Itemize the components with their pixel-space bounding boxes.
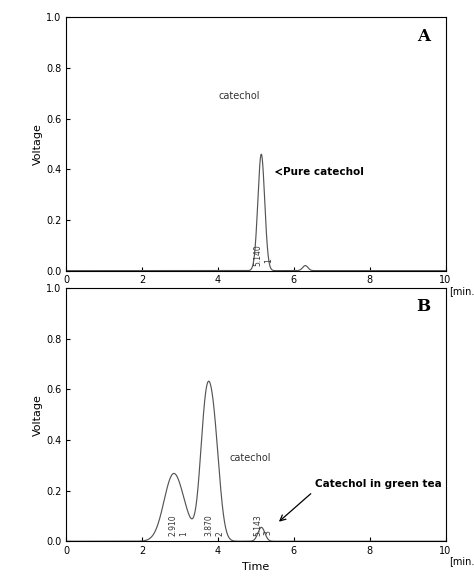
X-axis label: Time: Time bbox=[242, 562, 270, 572]
Text: 5.143: 5.143 bbox=[253, 514, 262, 536]
X-axis label: Time: Time bbox=[242, 291, 270, 301]
Text: 1: 1 bbox=[179, 531, 188, 536]
Text: B: B bbox=[416, 298, 430, 315]
Y-axis label: Voltage: Voltage bbox=[33, 394, 43, 435]
Text: Pure catechol: Pure catechol bbox=[283, 167, 364, 177]
Text: [min.]: [min.] bbox=[449, 556, 474, 566]
Text: 1: 1 bbox=[264, 258, 273, 263]
Text: 3.870: 3.870 bbox=[205, 514, 214, 536]
Text: 2.910: 2.910 bbox=[168, 514, 177, 536]
Text: A: A bbox=[418, 27, 430, 45]
Text: catechol: catechol bbox=[218, 91, 260, 101]
Text: Catechol in green tea: Catechol in green tea bbox=[315, 480, 441, 489]
Text: 3: 3 bbox=[264, 530, 273, 535]
Text: [min.]: [min.] bbox=[449, 286, 474, 296]
Text: 5.140: 5.140 bbox=[254, 244, 263, 265]
Y-axis label: Voltage: Voltage bbox=[33, 123, 43, 165]
Text: catechol: catechol bbox=[229, 453, 271, 463]
Text: 2: 2 bbox=[215, 531, 224, 536]
